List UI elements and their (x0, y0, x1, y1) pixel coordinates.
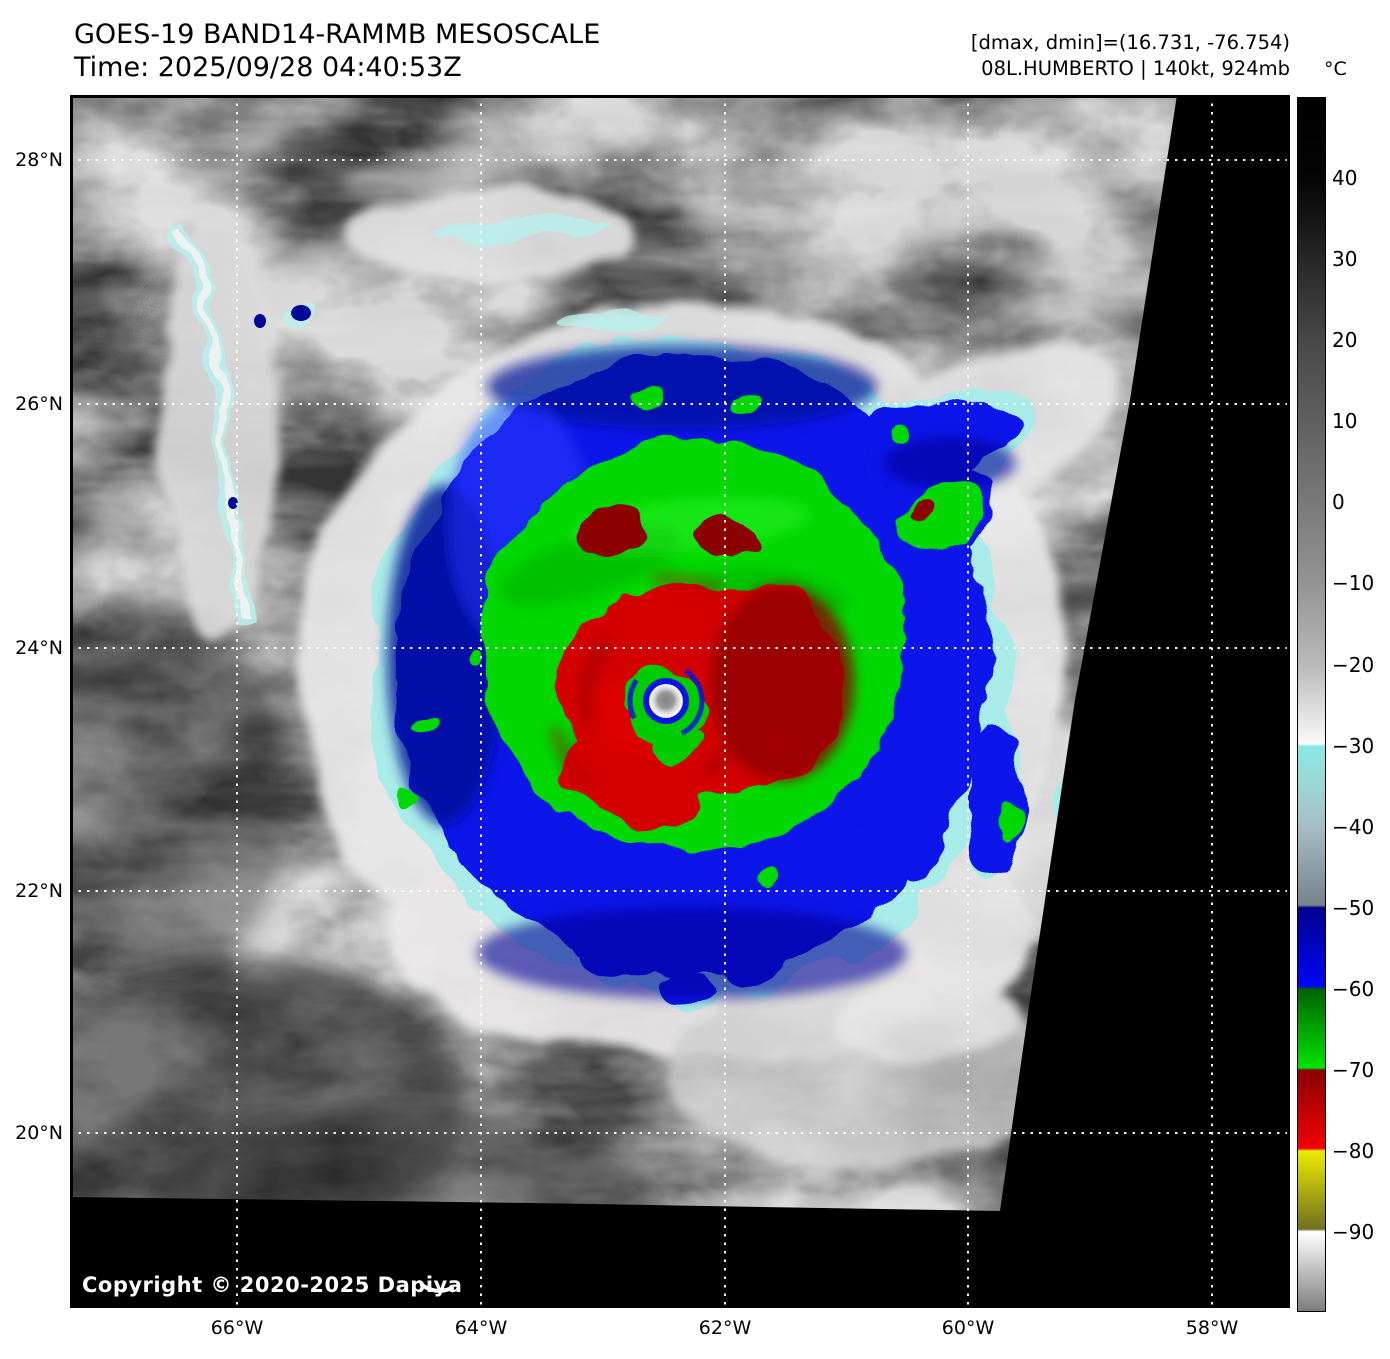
colorbar-tick: −50 (1332, 896, 1375, 920)
lon-label: 62°W (698, 1317, 752, 1339)
colorbar-tick: 40 (1332, 166, 1358, 190)
colorbar-tick: 20 (1332, 328, 1358, 352)
colorbar-tick: −60 (1332, 977, 1375, 1001)
colorbar-tick: 10 (1332, 409, 1358, 433)
colorbar-tick: −30 (1332, 734, 1375, 758)
colorbar-unit-label: °C (1324, 58, 1347, 80)
satellite-scene (70, 95, 1290, 1308)
eye-blue-arc (627, 662, 705, 740)
lat-label: 24°N (15, 637, 63, 659)
lon-label: 66°W (210, 1317, 264, 1339)
storm-readout: 08L.HUMBERTO | 140kt, 924mb (981, 57, 1290, 80)
satellite-map-panel: Copyright © 2020-2025 Dapiya (70, 95, 1290, 1308)
colorbar-tick: −90 (1332, 1220, 1375, 1244)
colorbar-tick: 0 (1332, 490, 1345, 514)
colorbar-tick: 30 (1332, 247, 1358, 271)
hurricane-eye (623, 662, 705, 759)
timestamp: Time: 2025/09/28 04:40:53Z (74, 52, 462, 83)
maroon-patches (576, 496, 931, 558)
copyright-watermark: Copyright © 2020-2025 Dapiya (82, 1273, 463, 1297)
colorbar-tick: −20 (1332, 653, 1375, 677)
red-shading (544, 573, 854, 821)
temperature-colorbar (1297, 97, 1326, 1312)
outer-band-west (170, 214, 670, 622)
colorbar-tick: −40 (1332, 815, 1375, 839)
lat-label: 20°N (15, 1122, 63, 1144)
eye-center (649, 684, 683, 718)
map-frame (70, 95, 1290, 1308)
header-right: [dmax, dmin]=(16.731, -76.754) 08L.HUMBER… (971, 30, 1290, 82)
range-readout: [dmax, dmin]=(16.731, -76.754) (970, 31, 1290, 54)
lat-label: 28°N (15, 149, 63, 171)
colorbar-tick: −70 (1332, 1058, 1375, 1082)
lon-label: 64°W (454, 1317, 508, 1339)
colorbar-tick: −80 (1332, 1139, 1375, 1163)
lat-label: 22°N (15, 880, 63, 902)
blue-shading (387, 345, 1016, 999)
lat-label: 26°N (15, 393, 63, 415)
lon-label: 58°W (1185, 1317, 1239, 1339)
no-data-region (70, 95, 1290, 1308)
colorbar-tick: −10 (1332, 571, 1375, 595)
lon-label: 60°W (941, 1317, 995, 1339)
cloud-curl (420, 1283, 454, 1293)
page-title: GOES-19 BAND14-RAMMB MESOSCALE (74, 19, 601, 50)
header-left: GOES-19 BAND14-RAMMB MESOSCALE Time: 2025… (74, 18, 600, 84)
